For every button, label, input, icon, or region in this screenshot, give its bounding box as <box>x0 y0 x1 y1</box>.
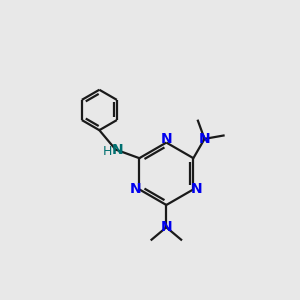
Text: N: N <box>199 132 210 146</box>
Text: N: N <box>130 182 142 197</box>
Text: H: H <box>103 145 112 158</box>
Text: N: N <box>191 182 203 197</box>
Text: N: N <box>160 132 172 146</box>
Text: N: N <box>160 220 172 234</box>
Text: N: N <box>111 142 123 157</box>
